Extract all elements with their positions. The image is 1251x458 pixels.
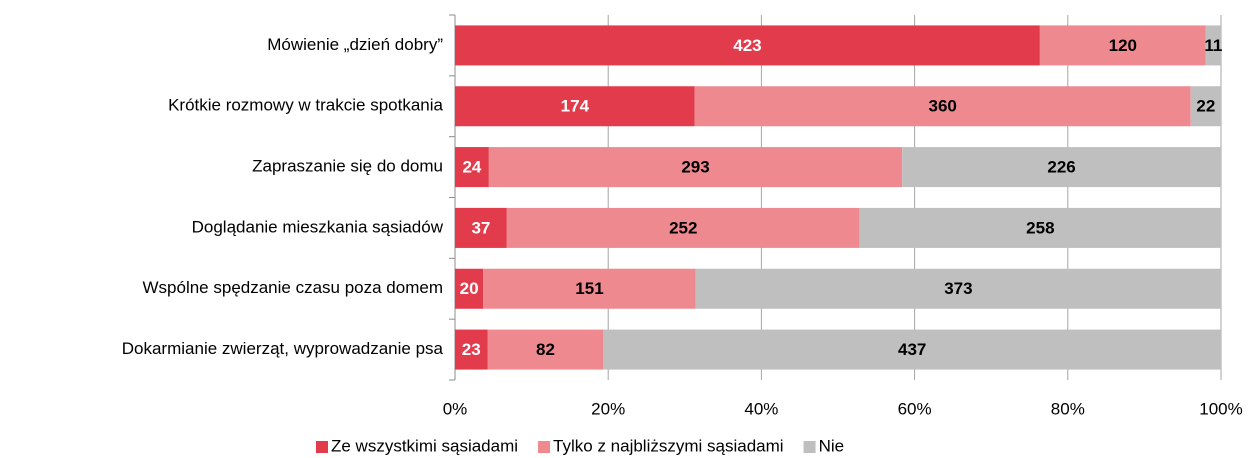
bar-segment xyxy=(487,329,604,370)
bar-segment xyxy=(603,329,1221,370)
value-label: 82 xyxy=(536,340,555,359)
value-label: 22 xyxy=(1196,97,1215,116)
y-tick-label: Mówienie „dzień dobry” xyxy=(267,35,443,54)
x-tick-label: 40% xyxy=(744,399,778,418)
value-label: 293 xyxy=(681,158,709,177)
value-label: 373 xyxy=(944,279,972,298)
value-label: 360 xyxy=(929,97,957,116)
value-label: 23 xyxy=(462,340,481,359)
legend-swatch xyxy=(538,441,551,453)
bar-segment xyxy=(455,207,507,248)
legend-label: Nie xyxy=(819,436,845,455)
x-tick-label: 20% xyxy=(591,399,625,418)
value-label: 37 xyxy=(471,218,490,237)
legend-label: Tylko z najbliższymi sąsiadami xyxy=(553,436,784,455)
bar-segment xyxy=(455,25,1040,66)
bar-segment xyxy=(506,207,860,248)
value-label: 120 xyxy=(1109,36,1137,55)
value-label: 258 xyxy=(1026,218,1054,237)
bar-segment xyxy=(455,268,484,309)
value-label: 20 xyxy=(460,279,479,298)
bar-segment xyxy=(1039,25,1206,66)
value-label: 226 xyxy=(1047,158,1075,177)
x-tick-label: 0% xyxy=(443,399,468,418)
x-tick-label: 60% xyxy=(898,399,932,418)
legend-swatch xyxy=(316,441,328,453)
bar-segment xyxy=(488,147,903,188)
bar-segment xyxy=(455,86,695,127)
bar-segment xyxy=(455,147,489,188)
y-tick-label: Wspólne spędzanie czasu poza domem xyxy=(143,278,444,297)
y-tick-label: Zapraszanie się do domu xyxy=(252,157,443,176)
y-tick-label: Dokarmianie zwierząt, wyprowadzanie psa xyxy=(122,339,444,358)
value-label: 437 xyxy=(898,340,926,359)
bar-segment xyxy=(483,268,696,309)
legend-swatch xyxy=(803,441,816,453)
bar-segment xyxy=(1205,25,1221,66)
y-tick-label: Doglądanie mieszkania sąsiadów xyxy=(192,217,444,236)
value-label: 151 xyxy=(575,279,603,298)
bar-segment xyxy=(1190,86,1221,127)
value-label: 423 xyxy=(733,36,761,55)
bar-segment xyxy=(859,207,1221,248)
value-label: 174 xyxy=(561,97,590,116)
bar-segment xyxy=(694,86,1191,127)
bar-segment xyxy=(902,147,1221,188)
x-tick-label: 100% xyxy=(1199,399,1242,418)
bar-segment xyxy=(455,329,488,370)
legend-label: Ze wszystkimi sąsiadami xyxy=(331,436,518,455)
value-label: 24 xyxy=(462,158,481,177)
x-tick-label: 80% xyxy=(1051,399,1085,418)
bar-segment xyxy=(695,268,1221,309)
value-label: 252 xyxy=(669,218,697,237)
value-label: 11 xyxy=(1204,36,1222,55)
y-tick-label: Krótkie rozmowy w trakcie spotkania xyxy=(168,96,443,115)
